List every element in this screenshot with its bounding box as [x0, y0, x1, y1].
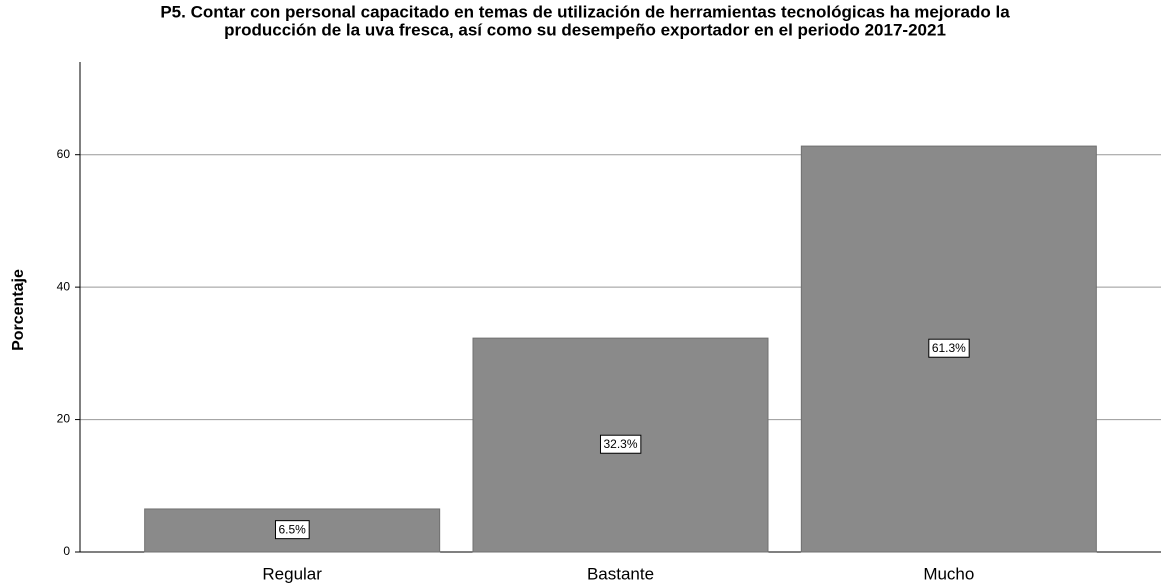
x-tick-label: Mucho	[923, 564, 974, 583]
data-label: 61.3%	[932, 341, 966, 355]
y-tick-label: 40	[57, 279, 71, 293]
data-label-box	[274, 520, 310, 540]
y-axis-label: Porcentaje	[10, 269, 27, 351]
chart-title: producción de la uva fresca, así como su…	[224, 20, 946, 39]
data-label-box	[599, 434, 642, 454]
y-tick-label: 20	[57, 412, 71, 426]
y-tick-label: 0	[63, 544, 70, 558]
y-tick-label: 60	[57, 147, 71, 161]
data-label: 32.3%	[603, 437, 637, 451]
x-tick-label: Regular	[262, 564, 322, 583]
data-label: 6.5%	[278, 523, 306, 537]
data-label-box	[928, 338, 970, 358]
chart-title: P5. Contar con personal capacitado en te…	[160, 2, 1010, 21]
x-tick-label: Bastante	[587, 564, 654, 583]
